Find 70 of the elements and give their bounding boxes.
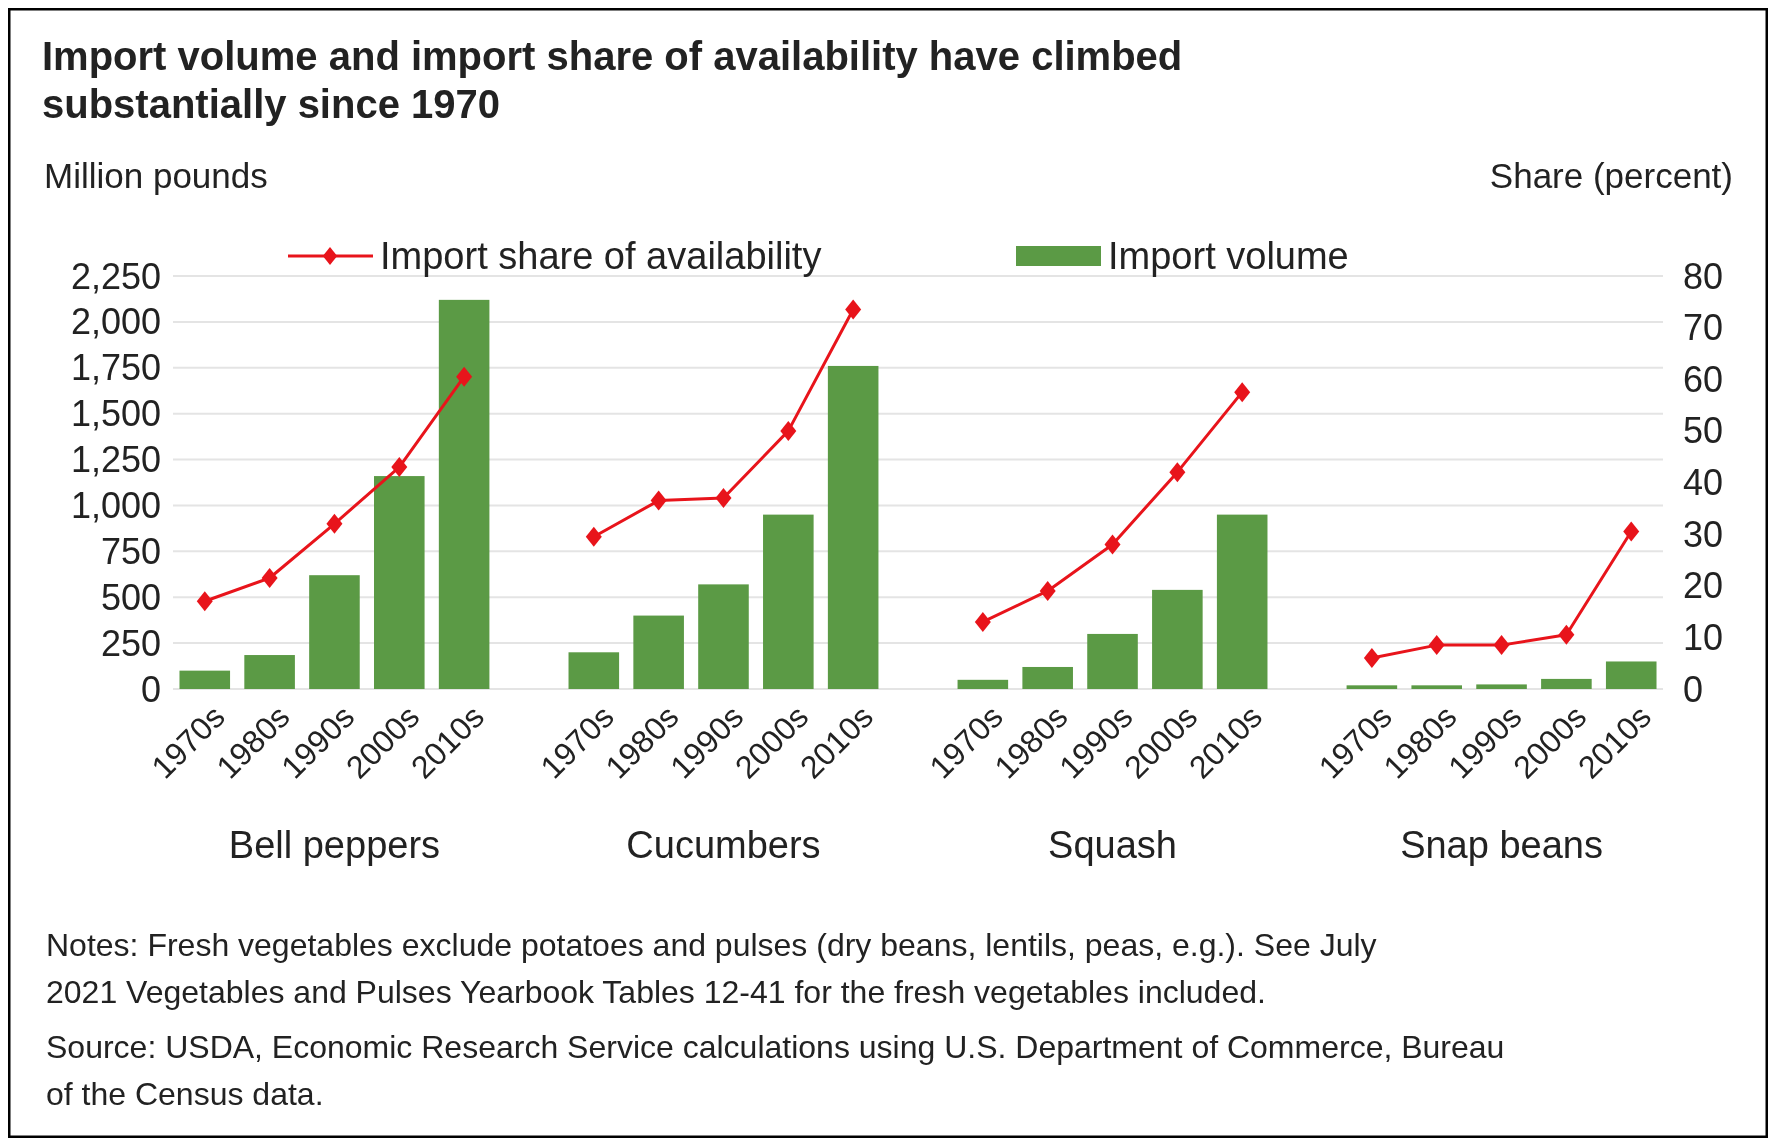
bar [1346, 685, 1398, 689]
text: Cucumbers [626, 824, 821, 866]
bar [309, 575, 360, 689]
point [1493, 635, 1510, 656]
source-note: Source: USDA, Economic Research Service calculations using U.S. Department of Commerce, Bureau of the Census data. [46, 1029, 1505, 1112]
bar [244, 655, 295, 689]
bar [1087, 633, 1138, 689]
y2-tick-label: 0 [1683, 668, 1704, 710]
y2-tick-label: 30 [1683, 513, 1724, 555]
y-tick-label: 500 [100, 576, 161, 618]
bar [438, 299, 490, 689]
point [326, 513, 343, 534]
point [585, 526, 602, 547]
y2-tick-label: 60 [1683, 358, 1724, 400]
bar [374, 476, 425, 689]
y2-tick-label: 50 [1683, 410, 1724, 452]
text: Squash [1048, 824, 1177, 866]
y-axis-title: Million pounds [44, 156, 268, 195]
bar [568, 652, 620, 689]
point [1234, 382, 1251, 403]
legend-label: Import volume [1108, 235, 1349, 278]
chart-title: Import volume and import share of availability have climbed substantially since 1970 [42, 34, 1183, 126]
point [1169, 462, 1186, 483]
point [715, 487, 732, 508]
y-tick-label: 0 [140, 668, 161, 710]
y2-tick-label: 10 [1683, 616, 1724, 658]
text: Snap beans [1400, 824, 1603, 866]
bar [1411, 685, 1462, 689]
point [650, 490, 667, 511]
point [1363, 648, 1380, 669]
bar [763, 514, 814, 689]
y2-tick-label: 70 [1683, 307, 1724, 349]
y-tick-label: 250 [100, 622, 161, 664]
y-tick-label: 750 [100, 530, 161, 572]
point [456, 366, 473, 387]
bar [1216, 514, 1268, 689]
legend-label: Import share of availability [380, 235, 822, 278]
y2-tick-label: 20 [1683, 565, 1724, 607]
y-tick-label: 2,250 [70, 255, 161, 297]
bar [827, 365, 879, 689]
point [1558, 624, 1575, 645]
point [845, 299, 862, 320]
bar [1476, 684, 1527, 689]
bar [698, 584, 749, 689]
y2-tick-label: 40 [1683, 462, 1724, 504]
bar [633, 615, 684, 689]
y-tick-label: 2,000 [70, 301, 161, 343]
point [391, 457, 408, 478]
y-tick-label: 1,250 [70, 439, 161, 481]
point [196, 591, 213, 612]
point [1623, 521, 1640, 542]
bar [1152, 589, 1203, 689]
point [1104, 534, 1121, 555]
y-tick-label: 1,750 [70, 347, 161, 389]
y2-tick-label: 80 [1683, 255, 1724, 297]
point [261, 568, 278, 589]
y-tick-label: 1,000 [70, 485, 161, 527]
bar [1605, 661, 1657, 689]
point [780, 420, 797, 441]
point [1039, 580, 1056, 601]
y-tick-label: 1,500 [70, 393, 161, 435]
text: Bell peppers [228, 824, 441, 866]
point [974, 611, 991, 632]
bar [957, 679, 1009, 689]
bar [179, 670, 231, 689]
point [1428, 635, 1445, 656]
bar [1022, 666, 1073, 689]
bar [1541, 678, 1592, 689]
text: Notes: Fresh vegetables exclude potatoes and pulses (dry beans, lentils, peas, e.g.). See July 2021 Vegetables and Pulses Yearbook Tables 12-41 for the fresh vegetables included. [46, 927, 1377, 1010]
y2-axis-title: Share (percent) [1489, 156, 1733, 195]
